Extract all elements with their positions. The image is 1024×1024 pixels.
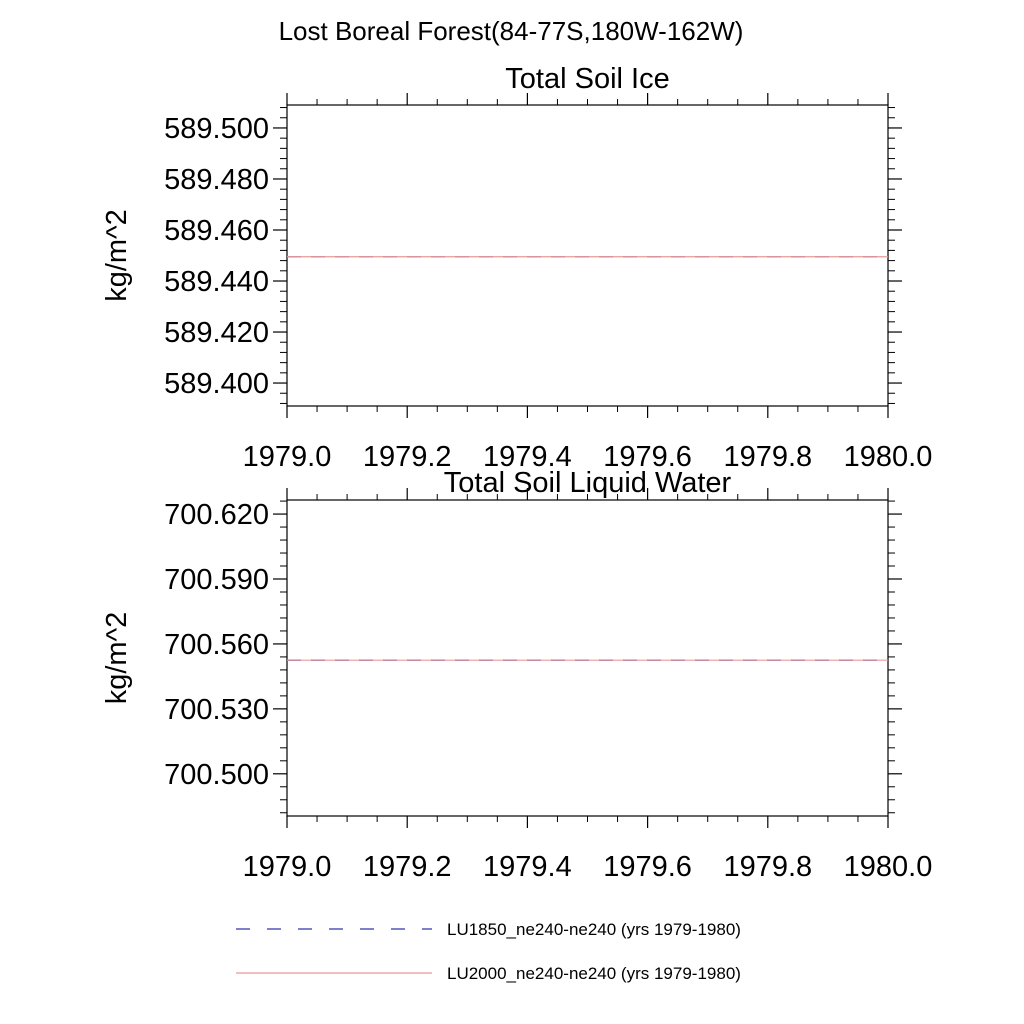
x-tick-label: 1979.2	[363, 441, 452, 473]
x-tick-label: 1979.6	[603, 851, 692, 883]
y-axis-label: kg/m^2	[101, 209, 133, 302]
figure-title-text: Lost Boreal Forest(84-77S,180W-162W)	[278, 16, 744, 46]
x-tick-label: 1979.8	[723, 441, 812, 473]
x-tick-label: 1980.0	[844, 851, 933, 883]
figure-title: Lost Boreal Forest(84-77S,180W-162W)	[0, 16, 1024, 47]
y-tick-label: 700.560	[164, 629, 269, 661]
x-tick-label: 1979.8	[723, 851, 812, 883]
x-tick-label: 1979.0	[243, 851, 332, 883]
plot-frame	[286, 104, 889, 407]
x-tick-label: 1979.6	[603, 441, 692, 473]
y-tick-label: 589.460	[164, 215, 269, 247]
x-tick-label: 1979.4	[483, 441, 572, 473]
x-tick-label: 1980.0	[844, 441, 933, 473]
y-tick-label: 700.530	[164, 694, 269, 726]
y-tick-label: 589.480	[164, 164, 269, 196]
y-tick-label: 589.420	[164, 317, 269, 349]
y-axis-label: kg/m^2	[101, 612, 133, 705]
y-tick-label: 700.590	[164, 564, 269, 596]
y-tick-label: 589.400	[164, 368, 269, 400]
legend-label: LU2000_ne240-ne240 (yrs 1979-1980)	[447, 964, 741, 983]
x-tick-label: 1979.0	[243, 441, 332, 473]
plot-frame	[286, 499, 889, 817]
y-tick-label: 589.440	[164, 266, 269, 298]
legend-label: LU1850_ne240-ne240 (yrs 1979-1980)	[447, 920, 741, 939]
y-tick-label: 700.500	[164, 759, 269, 791]
panel-title: Total Soil Liquid Water	[444, 467, 732, 499]
panel-title: Total Soil Ice	[505, 63, 669, 95]
x-tick-label: 1979.2	[363, 851, 452, 883]
y-tick-label: 700.620	[164, 499, 269, 531]
x-tick-label: 1979.4	[483, 851, 572, 883]
y-tick-label: 589.500	[164, 113, 269, 145]
